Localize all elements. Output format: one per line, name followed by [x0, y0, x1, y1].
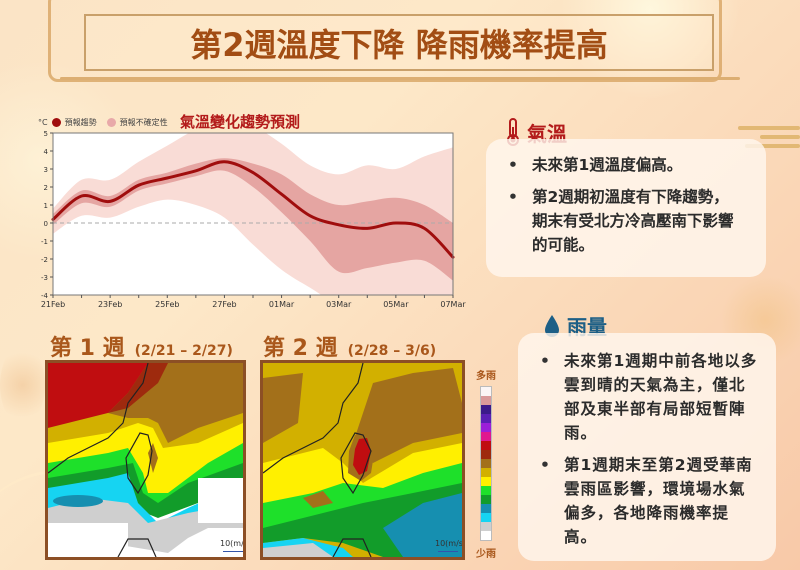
rain-legend-swatch — [481, 387, 491, 396]
rain-legend-bottom-label: 少雨 — [476, 549, 496, 560]
cloud-decoration — [738, 126, 800, 130]
y-tick-label: -3 — [41, 274, 48, 282]
rain-legend-swatch — [481, 522, 491, 531]
cloud-decoration — [745, 144, 800, 148]
cloud-decoration — [760, 135, 800, 139]
x-tick-label: 05Mar — [383, 300, 409, 309]
uncertainty-inner-band — [53, 158, 453, 281]
wind-scale-arrow — [438, 551, 458, 552]
wind-scale-arrow — [223, 551, 243, 552]
trend-line — [51, 160, 455, 259]
y-tick-label: 4 — [44, 148, 49, 156]
water-drop-icon — [545, 314, 559, 337]
week1-range: (2/21 – 2/27) — [134, 343, 233, 359]
y-tick-label: 1 — [44, 202, 48, 210]
y-tick-label: -4 — [41, 292, 49, 300]
x-tick-label: 25Feb — [155, 300, 179, 309]
title-frame-decoration — [48, 0, 722, 82]
rain-legend-swatch — [481, 459, 491, 468]
rainfall-panel: 未來第1週期中前各地以多雲到晴的天氣為主，僅北部及東半部有局部短暫陣雨。 第1週… — [518, 333, 776, 561]
rain-legend-swatch — [481, 441, 491, 450]
rain-legend-swatch — [481, 495, 491, 504]
y-tick-label: 3 — [44, 166, 48, 174]
rain-color-bar — [480, 386, 492, 541]
legend-trend-label: 預報趨勢 — [64, 118, 97, 127]
rain-legend-swatch — [481, 468, 491, 477]
page-title: 第2週溫度下降 降雨機率提高 — [190, 25, 608, 64]
legend-uncertainty-swatch — [106, 118, 116, 127]
rain-legend-swatch — [481, 477, 491, 486]
week1-label: 第 1 週 — [50, 336, 125, 361]
chart-title: 氣溫變化趨勢預測 — [180, 113, 301, 131]
x-tick-label: 27Feb — [212, 300, 236, 309]
temperature-trend-chart: 5 4 3 2 1 0 -1 -2 -3 -4 21Feb 23Feb 25Feb 27Feb 01Mar 0… — [30, 108, 475, 313]
legend-uncertainty-label: 預報不確定性 — [119, 118, 168, 127]
legend-trend-swatch — [51, 118, 61, 127]
rainfall-bullet: 未來第1週期中前各地以多雲到晴的天氣為主，僅北部及東半部有局部短暫陣雨。 — [536, 349, 758, 445]
week2-heading: 第 2 週 (2/28 – 3/6) — [263, 330, 436, 362]
y-tick-label: -1 — [41, 238, 48, 246]
y-tick-label: 2 — [44, 184, 48, 192]
y-tick-label: 0 — [44, 220, 48, 228]
rain-legend-swatch — [481, 450, 491, 459]
x-tick-label: 03Mar — [326, 300, 352, 309]
week2-range: (2/28 – 3/6) — [347, 343, 437, 359]
rain-legend-swatch — [481, 432, 491, 441]
week2-rainfall-map: 10(m/s) — [260, 360, 465, 560]
rain-legend-swatch — [481, 513, 491, 522]
week1-rainfall-map: 10(m/s) — [45, 360, 246, 560]
rainfall-color-legend: 多雨 少雨 — [472, 367, 500, 560]
week2-label: 第 2 週 — [263, 336, 338, 361]
scroll-bar-decoration — [60, 77, 740, 80]
rainfall-bullet: 第1週期末至第2週受華南雲雨區影響，環境場水氣偏多，各地降雨機率提高。 — [536, 453, 758, 549]
rain-legend-swatch — [481, 423, 491, 432]
temperature-panel: 未來第1週溫度偏高。 第2週期初溫度有下降趨勢，期末有受北方冷高壓南下影響的可能… — [486, 139, 766, 277]
y-tick-label: 5 — [44, 130, 48, 138]
temperature-bullet: 未來第1週溫度偏高。 — [504, 153, 754, 177]
wind-scale-label: 10(m/s) — [435, 539, 465, 548]
rain-legend-swatch — [481, 396, 491, 405]
wind-scale-label: 10(m/s) — [220, 539, 244, 548]
week2-map-image — [263, 363, 462, 557]
x-tick-label: 07Mar — [440, 300, 466, 309]
week1-map-image — [48, 363, 243, 557]
week1-heading: 第 1 週 (2/21 – 2/27) — [50, 330, 233, 362]
rain-legend-swatch — [481, 531, 491, 540]
title-banner: 第2週溫度下降 降雨機率提高 — [84, 14, 714, 71]
chart-legend: °C 預報趨勢 預報不確定性 — [38, 117, 168, 128]
y-tick-label: -2 — [41, 256, 48, 264]
x-tick-label: 23Feb — [98, 300, 122, 309]
x-tick-label: 21Feb — [41, 300, 65, 309]
temperature-bullet: 第2週期初溫度有下降趨勢，期末有受北方冷高壓南下影響的可能。 — [504, 185, 744, 257]
rain-legend-swatch — [481, 486, 491, 495]
rain-legend-swatch — [481, 414, 491, 423]
firework-decoration — [0, 345, 45, 425]
unit-label: °C — [38, 118, 48, 127]
rain-legend-top-label: 多雨 — [476, 371, 496, 382]
rain-legend-swatch — [481, 405, 491, 414]
x-tick-label: 01Mar — [269, 300, 295, 309]
rain-legend-swatch — [481, 504, 491, 513]
